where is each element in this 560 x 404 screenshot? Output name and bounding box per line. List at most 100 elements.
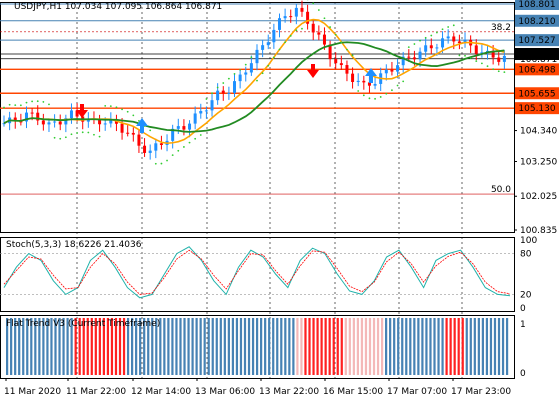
- psar-dot: [262, 72, 264, 74]
- psar-dot: [14, 104, 16, 106]
- flat-trend-tick-label: 0: [520, 369, 526, 379]
- candle-body: [419, 52, 422, 60]
- flat-trend-bar: [232, 318, 234, 375]
- flat-trend-bar: [329, 318, 331, 375]
- fib-label: 38.2: [491, 23, 511, 33]
- psar-dot: [312, 2, 314, 4]
- candle-body: [295, 8, 298, 17]
- candle-body: [188, 124, 191, 130]
- flat-trend-bar: [437, 318, 439, 375]
- psar-dot: [239, 69, 241, 71]
- candle-body: [149, 151, 152, 153]
- flat-trend-bar: [200, 318, 202, 375]
- flat-trend-bar: [300, 318, 302, 375]
- flat-trend-bar: [417, 318, 419, 375]
- flat-trend-bar: [397, 318, 399, 375]
- psar-dot: [335, 34, 337, 36]
- flat-trend-bar: [316, 318, 318, 375]
- psar-dot: [301, 28, 303, 30]
- psar-dot: [116, 106, 118, 108]
- candle-body: [121, 124, 124, 133]
- candle-body: [430, 45, 433, 48]
- main-panel-frame: [1, 3, 515, 233]
- candle-body: [211, 100, 214, 110]
- signal-arrow-stem: [80, 104, 84, 111]
- flat-trend-bar: [413, 318, 415, 375]
- psar-dot: [121, 108, 123, 110]
- psar-dot: [369, 97, 371, 99]
- candle-body: [407, 57, 410, 58]
- flat-trend-bar: [175, 318, 177, 375]
- flat-trend-bar: [325, 318, 327, 375]
- flat-trend-bar: [353, 318, 355, 375]
- psar-dot: [183, 146, 185, 148]
- flat-trend-bar: [498, 318, 500, 375]
- psar-dot: [475, 60, 477, 62]
- psar-dot: [487, 65, 489, 67]
- candle-body: [441, 38, 444, 47]
- psar-dot: [59, 138, 61, 140]
- psar-dot: [284, 41, 286, 43]
- flat-trend-bar: [248, 318, 250, 375]
- candle-body: [42, 120, 45, 124]
- candle-body: [53, 121, 56, 122]
- flat-trend-bar: [433, 318, 435, 375]
- psar-dot: [357, 90, 359, 92]
- psar-dot: [425, 37, 427, 39]
- flat-trend-bar: [228, 318, 230, 375]
- flat-trend-bar: [212, 318, 214, 375]
- psar-dot: [234, 73, 236, 75]
- flat-trend-bar: [264, 318, 266, 375]
- flat-trend-bar: [304, 318, 306, 375]
- psar-dot: [453, 24, 455, 26]
- flat-trend-tick-label: 1: [520, 320, 526, 330]
- psar-dot: [346, 49, 348, 51]
- price-label: 106.498: [518, 65, 555, 75]
- candle-body: [216, 91, 219, 101]
- psar-dot: [391, 89, 393, 91]
- candle-body: [334, 59, 337, 63]
- flat-trend-bar: [191, 318, 193, 375]
- psar-dot: [82, 131, 84, 133]
- candle-body: [475, 45, 478, 53]
- flat-trend-bar: [429, 318, 431, 375]
- psar-dot: [279, 49, 281, 51]
- flat-trend-bar: [389, 318, 391, 375]
- psar-dot: [442, 28, 444, 30]
- flat-trend-bar: [381, 318, 383, 375]
- psar-dot: [228, 78, 230, 80]
- psar-dot: [250, 56, 252, 58]
- psar-dot: [76, 132, 78, 134]
- flat-trend-bar: [502, 318, 504, 375]
- psar-dot: [481, 63, 483, 65]
- time-label: 11 Mar 22:00: [66, 387, 126, 397]
- flat-trend-bar: [216, 318, 218, 375]
- candle-body: [132, 133, 135, 135]
- flat-trend-bar: [462, 318, 464, 375]
- flat-trend-bar: [240, 318, 242, 375]
- candle-body: [47, 122, 50, 124]
- psar-dot: [290, 35, 292, 37]
- psar-dot: [189, 142, 191, 144]
- candle-body: [317, 32, 320, 34]
- flat-trend-bar: [312, 318, 314, 375]
- price-label: 108.801: [518, 0, 555, 10]
- psar-dot: [127, 111, 129, 113]
- candle-body: [199, 111, 202, 113]
- psar-dot: [42, 101, 44, 103]
- candle-body: [177, 126, 180, 129]
- flat-trend-bar: [474, 318, 476, 375]
- candle-body: [137, 135, 140, 146]
- psar-dot: [267, 65, 269, 67]
- flat-trend-bar: [349, 318, 351, 375]
- price-label: 105.130: [518, 104, 555, 114]
- candle-body: [362, 81, 365, 83]
- psar-dot: [37, 100, 39, 102]
- psar-dot: [374, 98, 376, 100]
- candle-body: [182, 126, 185, 129]
- psar-dot: [402, 80, 404, 82]
- candle-body: [233, 81, 236, 93]
- psar-dot: [222, 82, 224, 84]
